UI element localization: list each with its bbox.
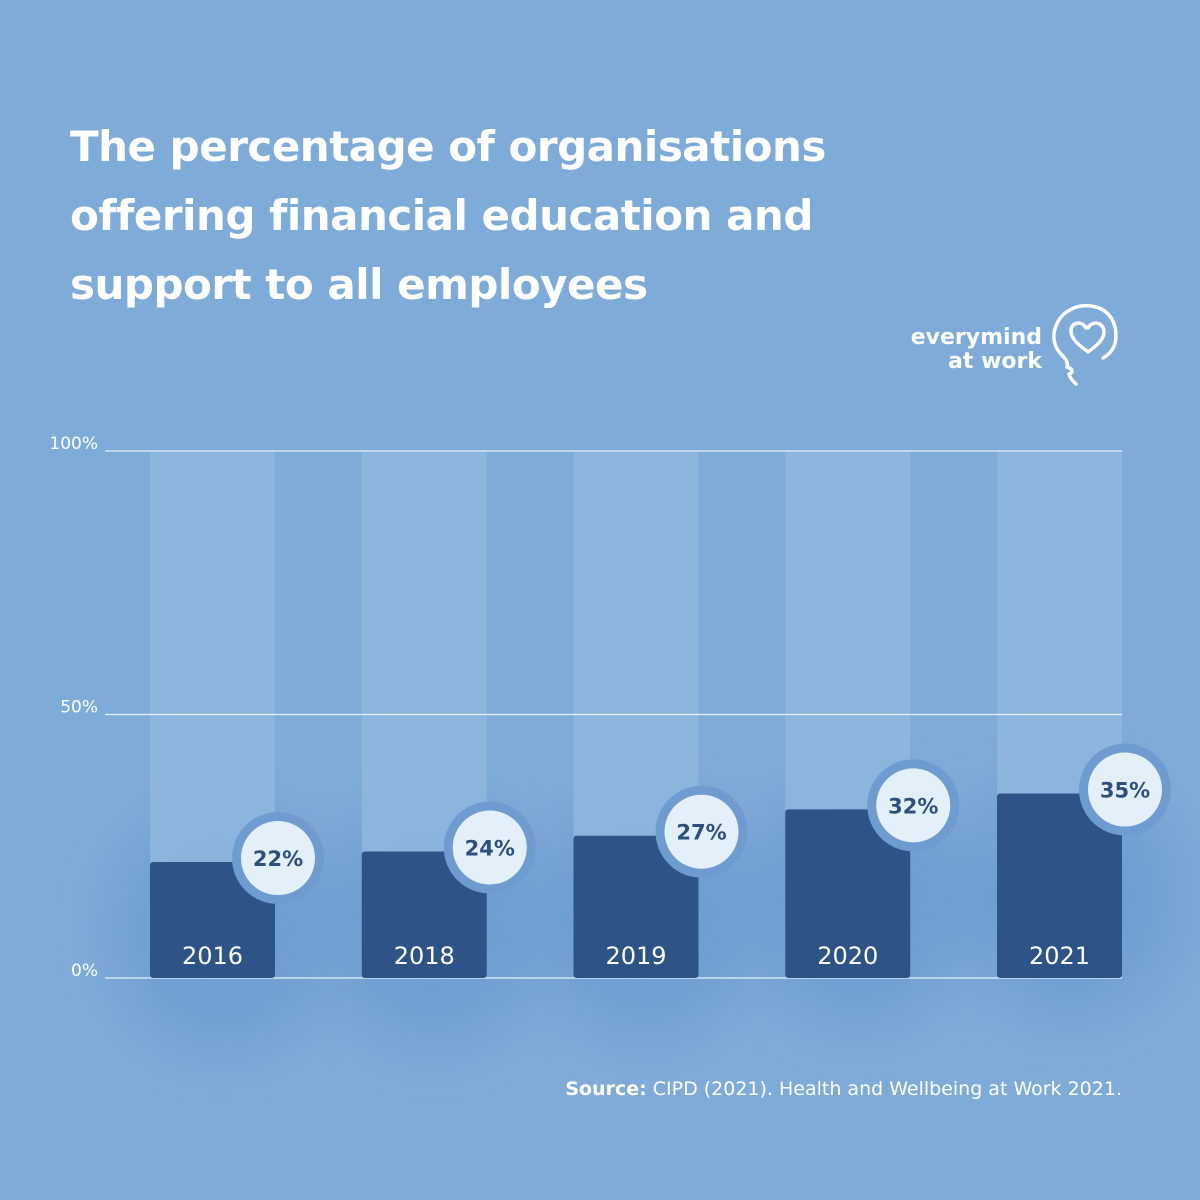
x-tick-label: 2020 [817, 942, 878, 970]
head-heart-icon [1052, 303, 1118, 386]
data-label: 24% [465, 837, 515, 861]
value-badge [241, 821, 315, 896]
source-label: Source: [565, 1078, 647, 1100]
y-tick-label: 50% [60, 698, 98, 718]
y-tick-label: 100% [49, 434, 98, 454]
data-label: 22% [253, 847, 303, 871]
y-tick-label: 0% [71, 961, 98, 981]
bar [573, 835, 699, 978]
x-tick-label: 2021 [1029, 942, 1090, 970]
value-badge [876, 768, 951, 843]
source-note: Source: CIPD (2021). Health and Wellbein… [565, 1078, 1122, 1100]
x-tick-label: 2016 [182, 942, 243, 970]
logo-line-1: everymind [910, 325, 1042, 350]
x-tick-label: 2019 [605, 942, 666, 970]
data-label: 35% [1100, 779, 1150, 803]
data-label: 27% [676, 821, 726, 845]
value-badge [452, 810, 527, 885]
everymind-logo: everymind at work [880, 300, 1130, 390]
bar [997, 793, 1122, 978]
page-title: The percentage of organisations offering… [70, 122, 826, 309]
source-text: CIPD (2021). Health and Wellbeing at Wor… [652, 1078, 1122, 1100]
logo-line-2: at work [948, 349, 1042, 374]
value-badge [1088, 752, 1162, 827]
bar [150, 862, 275, 978]
x-tick-label: 2018 [394, 942, 455, 970]
bar [361, 851, 487, 978]
bar [785, 809, 911, 978]
data-label: 32% [888, 794, 938, 818]
logo-wordmark: everymind at work [911, 326, 1042, 374]
value-badge [664, 794, 739, 869]
